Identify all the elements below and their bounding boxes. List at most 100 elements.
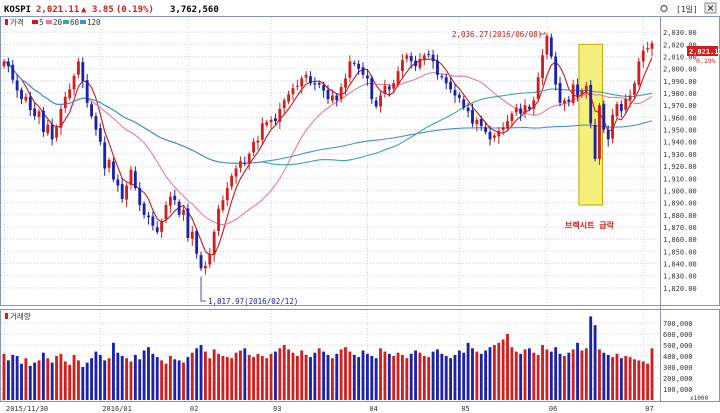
price-badge-value: 2,021.11: [689, 48, 720, 56]
candle-body: [221, 200, 225, 211]
candle-body: [488, 132, 492, 140]
volume-bar: [444, 356, 448, 400]
candle-body: [545, 35, 549, 55]
volume-bar: [598, 349, 601, 400]
volume-bar: [589, 316, 593, 400]
candle-body: [55, 127, 58, 138]
volume-bar: [138, 359, 142, 400]
candle-body: [41, 110, 45, 132]
legend-ma20: 20: [53, 18, 63, 27]
volume-bar: [339, 349, 343, 400]
time-tick-label: 03: [273, 405, 281, 413]
candle-body: [269, 119, 273, 123]
volume-bar: [208, 358, 212, 400]
candle-body: [580, 90, 584, 95]
legend-ma120: 120: [87, 18, 101, 27]
close-icon[interactable]: [707, 5, 714, 11]
price-tick-label: 2,000.00: [663, 66, 697, 74]
volume-bar: [24, 358, 28, 400]
volume-bar: [72, 354, 76, 400]
candle-body: [63, 96, 67, 109]
volume-bar: [379, 348, 382, 400]
candle-body: [256, 140, 260, 143]
settings-button[interactable]: [660, 4, 668, 13]
volume-bar: [173, 359, 177, 400]
low-leader: [200, 276, 206, 302]
time-tick-label: 2015/11/30: [6, 405, 48, 413]
volume-bar: [414, 350, 417, 400]
event-annotation: 브렉시트 급락: [565, 220, 615, 230]
volume-bar: [519, 353, 523, 400]
gear-icon[interactable]: [660, 4, 668, 13]
candle-body: [479, 119, 483, 126]
volume-bar: [436, 349, 439, 400]
price-tick-label: 1,960.00: [663, 114, 697, 122]
candle-body: [365, 75, 369, 79]
volume-bar: [558, 353, 562, 400]
ma20-line: [3, 60, 653, 226]
volume-bar: [571, 349, 575, 400]
volume-bar: [282, 345, 286, 400]
candle-body: [352, 62, 356, 64]
candle-body: [641, 50, 645, 62]
candle-body: [624, 99, 628, 110]
price-tick-label: 1,840.00: [663, 260, 697, 268]
close-button[interactable]: [704, 2, 717, 14]
price-tick-label: 1,880.00: [663, 212, 697, 220]
volume-bar: [619, 358, 623, 400]
candle-body: [15, 80, 19, 91]
candle-body: [615, 104, 619, 117]
time-tick-label: 07: [645, 405, 653, 413]
low-annotation: 1,817.97(2016/02/12): [208, 297, 298, 306]
volume-bar: [383, 351, 387, 400]
candle-body: [212, 231, 216, 255]
candle-body: [492, 135, 496, 138]
candle-body: [94, 116, 98, 130]
candle-body: [523, 105, 527, 114]
candle-body: [260, 123, 264, 140]
volume-bar: [2, 353, 6, 400]
candle-body: [453, 90, 457, 96]
volume-bar: [532, 352, 536, 400]
volume-bar: [55, 356, 58, 400]
candle-body: [247, 153, 251, 164]
candle-body: [168, 196, 172, 206]
volume-bar: [576, 342, 579, 400]
volume-bar: [488, 347, 492, 400]
legend-ma60-swatch: [63, 20, 69, 24]
price-tick-label: 1,900.00: [663, 187, 697, 195]
volume-bar: [59, 353, 63, 400]
volume-bar: [239, 350, 242, 400]
candle-body: [33, 108, 37, 117]
candle-body: [282, 100, 286, 109]
legend-price-swatch: [5, 19, 8, 25]
candle-body: [571, 84, 575, 104]
candle-body: [309, 76, 312, 84]
candle-body: [637, 61, 641, 85]
volume-bar: [274, 351, 277, 400]
candle-body: [414, 60, 417, 67]
volume-legend: 거래량: [10, 312, 31, 321]
candle-body: [357, 63, 361, 69]
candle-body: [322, 85, 326, 91]
candle-body: [208, 253, 212, 265]
candle-body: [98, 128, 102, 142]
price-tick-label: 2,030.00: [663, 29, 697, 37]
volume-bar: [466, 342, 470, 400]
candle-body: [344, 78, 347, 88]
price-tick-label: 1,990.00: [663, 78, 697, 86]
candle-body: [370, 77, 374, 100]
period-selector[interactable]: [1일]: [676, 5, 698, 14]
candle-body: [195, 231, 199, 254]
candle-body: [330, 95, 334, 101]
volume-bar: [387, 353, 391, 400]
volume-bar: [567, 352, 571, 400]
volume-bar: [365, 353, 369, 400]
volume-bar: [563, 356, 566, 400]
price-tick-label: 1,830.00: [663, 273, 697, 281]
volume-bar: [20, 363, 23, 400]
candle-body: [549, 37, 553, 57]
candle-body: [234, 168, 238, 177]
volume-bar: [593, 325, 597, 400]
